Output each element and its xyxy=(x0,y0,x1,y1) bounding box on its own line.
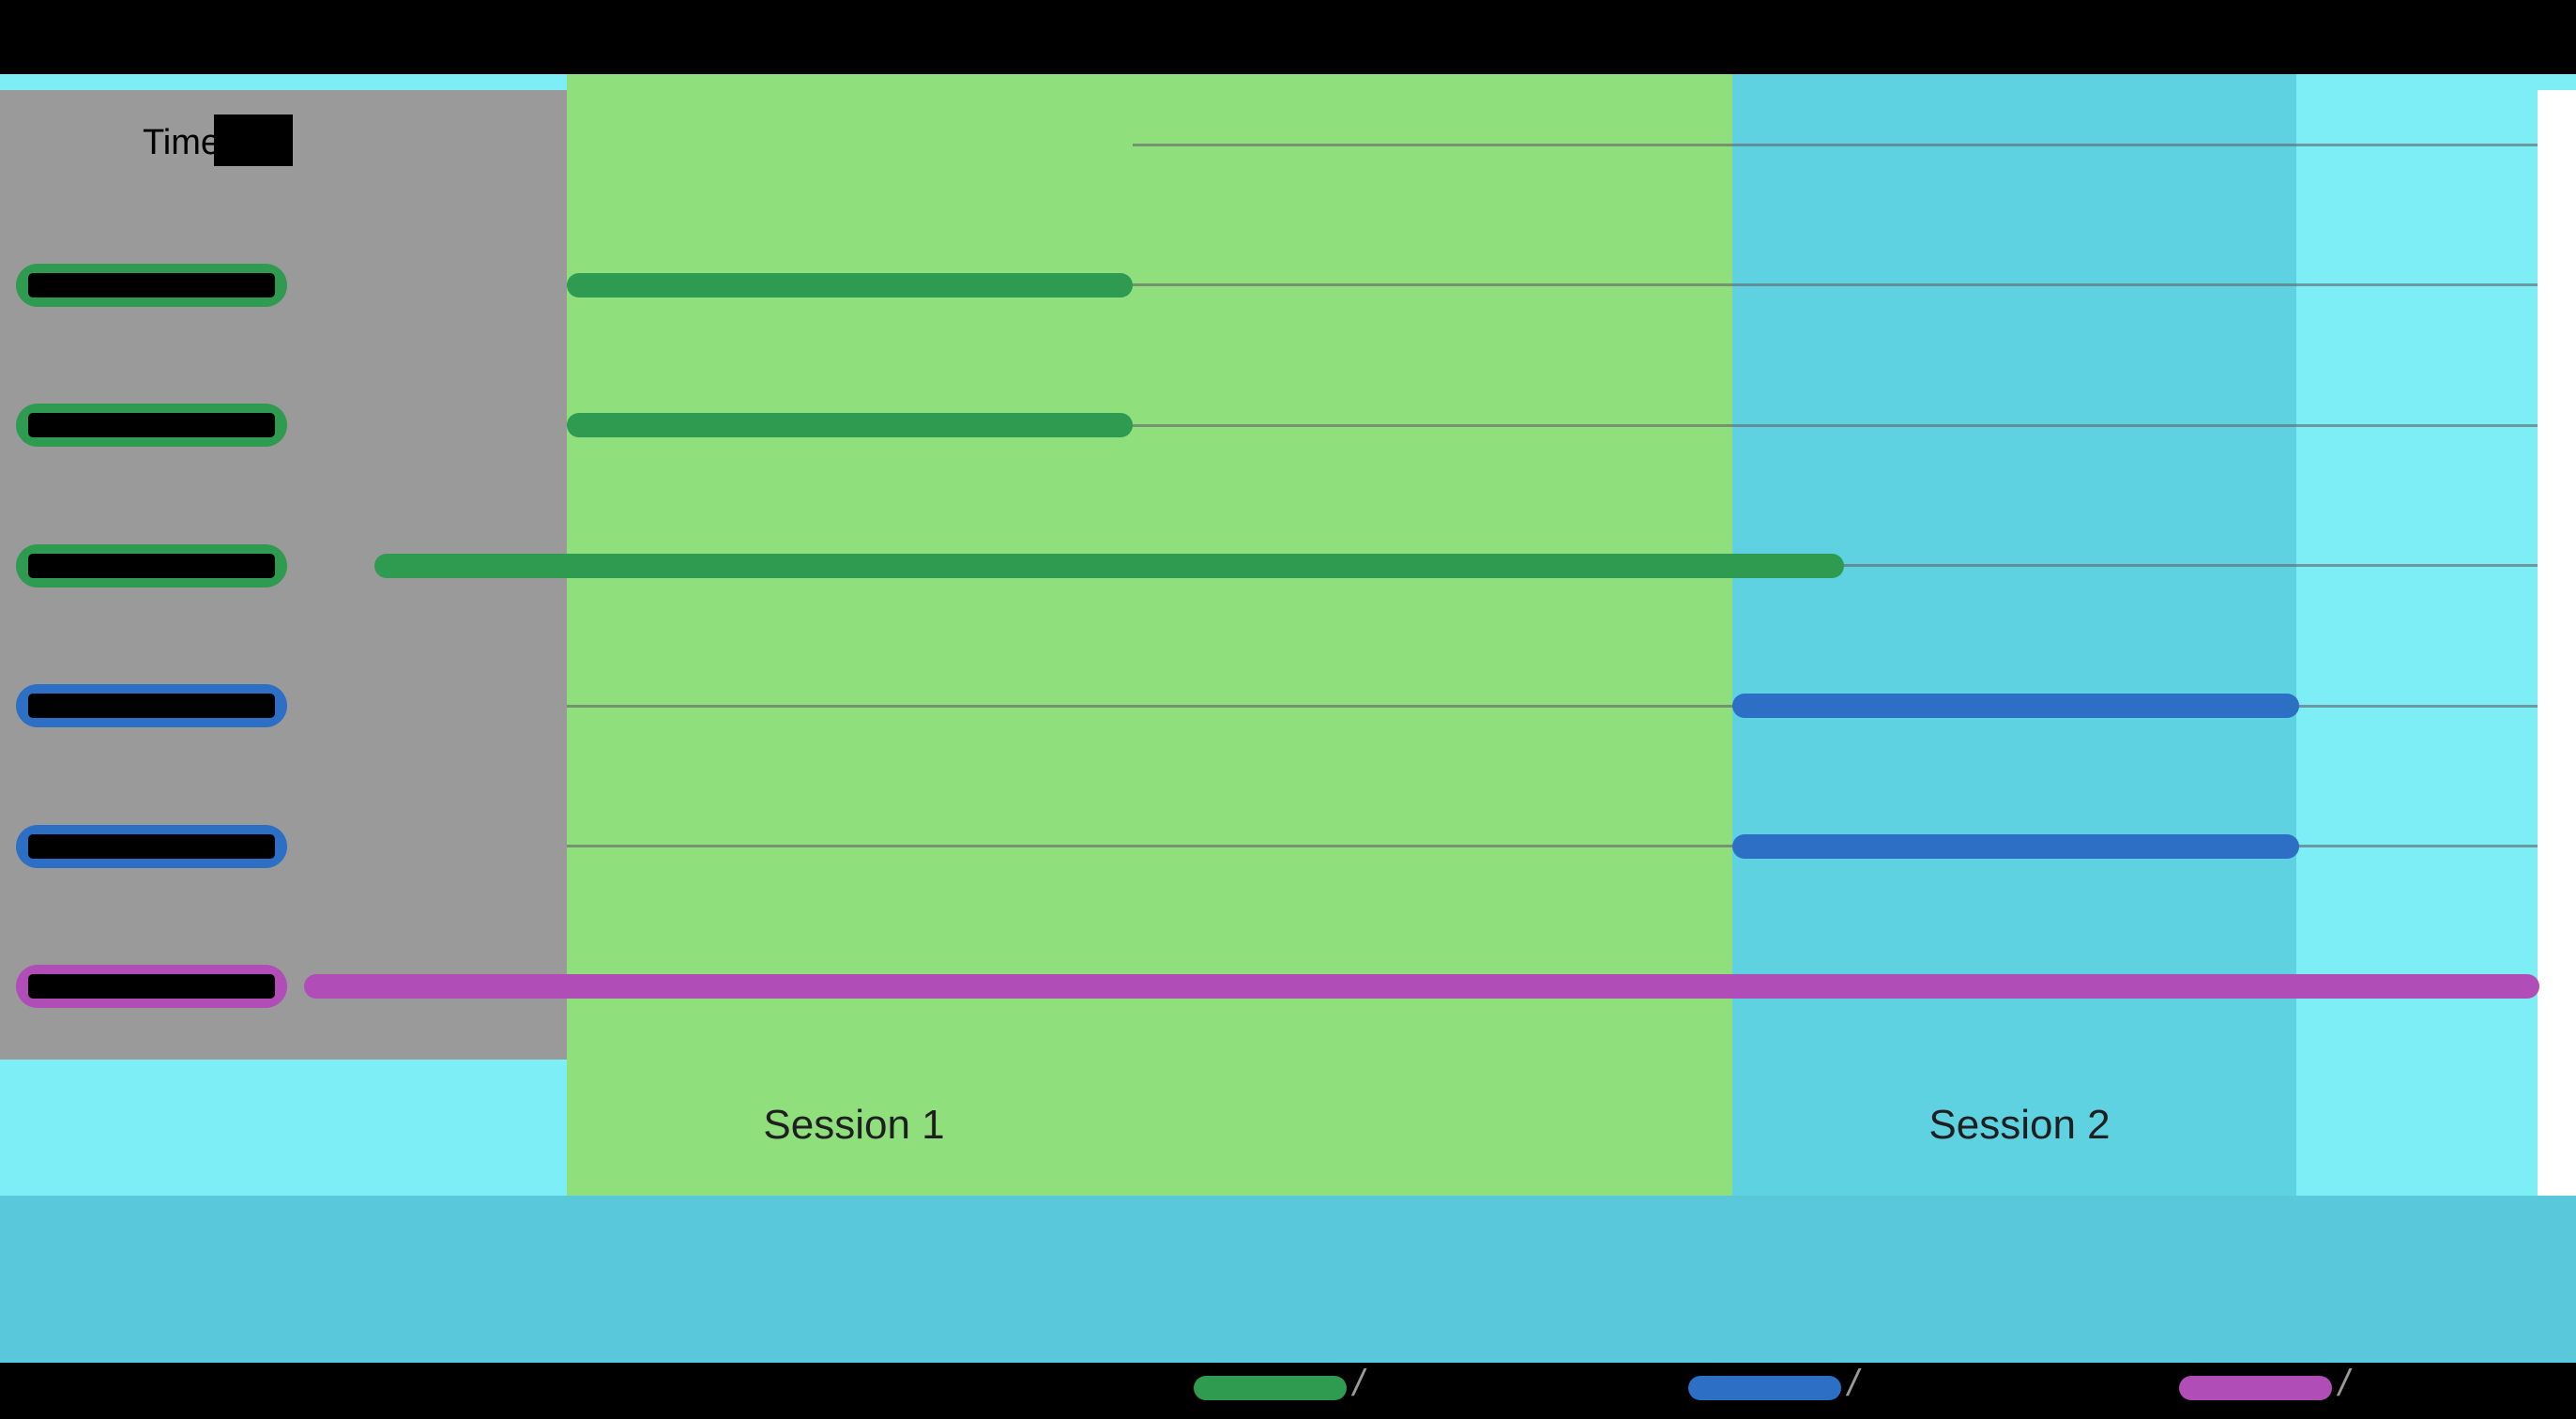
gridline xyxy=(566,845,2538,847)
redacted-row-label xyxy=(28,833,275,859)
session1-band xyxy=(567,74,1732,1196)
legend-text-mark: / xyxy=(2339,1363,2350,1404)
timeline-bar xyxy=(303,974,2540,999)
gridline xyxy=(566,283,2538,286)
right-margin xyxy=(2538,90,2576,1196)
row-label-pill xyxy=(16,263,287,307)
timeline-bar xyxy=(1732,694,2299,718)
redacted-row-label xyxy=(28,974,275,999)
gridline xyxy=(566,423,2538,427)
gridline xyxy=(566,704,2538,708)
redacted-row-label xyxy=(28,694,275,718)
row-label-pill xyxy=(16,684,287,727)
session2-label: Session 2 xyxy=(1928,1102,2111,1148)
post-session-band xyxy=(2296,90,2538,1196)
redacted-row-label xyxy=(28,413,275,437)
timeline-bar xyxy=(566,413,1133,437)
bottom-band xyxy=(0,1196,2576,1363)
row-label-pill xyxy=(16,404,287,447)
redacted-header-text xyxy=(214,114,293,166)
row-label-pill xyxy=(16,965,287,1008)
row-label-pill xyxy=(16,824,287,868)
gridline xyxy=(1132,143,2538,146)
row-label-pill xyxy=(16,543,287,587)
pre-session-lower-band xyxy=(0,1060,567,1196)
redacted-row-label xyxy=(28,553,275,578)
legend-swatch xyxy=(2179,1376,2332,1400)
time-axis-label: Time xyxy=(143,123,221,162)
legend-swatch xyxy=(1194,1376,1347,1400)
legend-swatch xyxy=(1688,1376,1841,1400)
timeline-bar xyxy=(566,272,1133,298)
timeline-bar xyxy=(374,553,1844,578)
legend-text-mark: / xyxy=(1353,1363,1364,1404)
timeline-bar xyxy=(1732,833,2299,859)
session2-band xyxy=(1732,74,2296,1196)
session1-label: Session 1 xyxy=(763,1102,945,1148)
redacted-row-label xyxy=(28,272,275,298)
legend-text-mark: / xyxy=(1848,1363,1859,1404)
